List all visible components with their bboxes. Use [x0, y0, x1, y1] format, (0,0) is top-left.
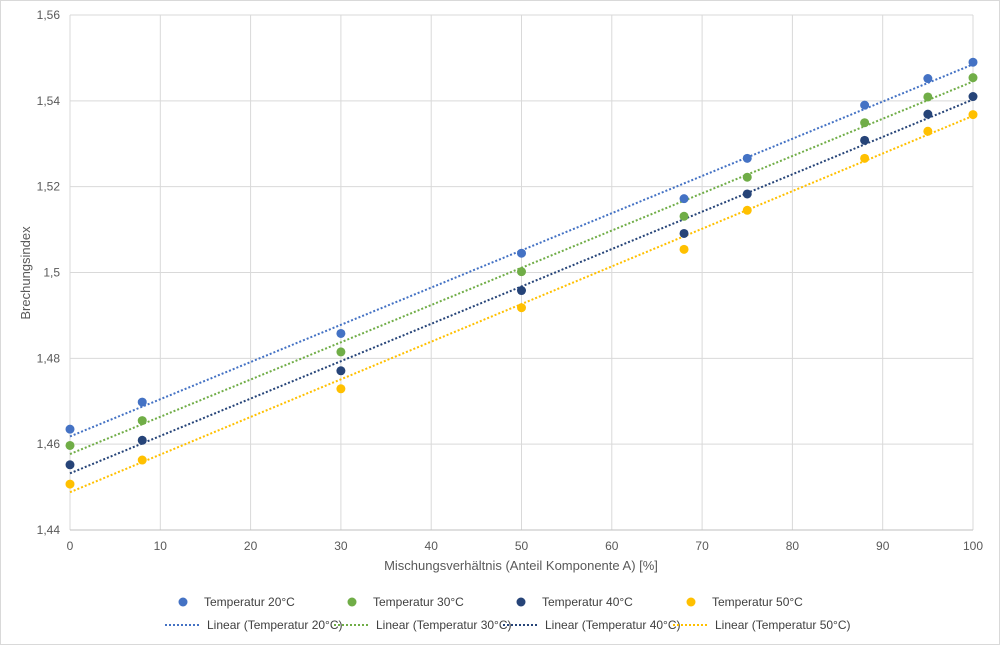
legend-marker: [686, 597, 696, 607]
data-point: [517, 303, 526, 313]
y-tick-label: 1,5: [43, 266, 60, 280]
data-point: [137, 455, 147, 465]
y-tick-label: 1,46: [37, 437, 61, 451]
x-tick-label: 30: [334, 539, 348, 553]
legend-marker: [178, 597, 188, 607]
x-tick-label: 100: [963, 539, 983, 553]
data-point: [968, 57, 978, 67]
data-point: [65, 424, 75, 434]
x-tick-label: 20: [244, 539, 258, 553]
data-point: [923, 109, 933, 119]
x-tick-label: 60: [605, 539, 619, 553]
data-point: [923, 126, 933, 136]
y-axis-ticks: 1,44 1,46 1,48 1,5 1,52 1,54 1,56: [37, 8, 61, 537]
legend-label: Linear (Temperatur 40°C): [545, 618, 681, 632]
data-point: [137, 435, 147, 445]
data-point: [860, 153, 870, 163]
data-point: [923, 74, 933, 84]
x-tick-label: 70: [695, 539, 709, 553]
y-tick-label: 1,56: [37, 8, 61, 22]
data-point: [336, 384, 346, 394]
x-tick-label: 0: [67, 539, 74, 553]
data-point: [679, 244, 689, 254]
legend-label: Linear (Temperatur 20°C): [207, 618, 343, 632]
data-point: [65, 479, 75, 489]
data-point: [968, 92, 978, 102]
x-tick-label: 50: [515, 539, 529, 553]
data-point: [517, 286, 526, 296]
y-tick-label: 1,52: [37, 180, 61, 194]
data-point: [923, 92, 933, 102]
data-point: [336, 328, 346, 338]
y-axis-title: Brechungsindex: [18, 226, 33, 320]
data-point: [679, 211, 689, 221]
data-point: [679, 228, 689, 238]
data-point: [517, 248, 526, 258]
data-point: [860, 135, 870, 145]
data-point: [679, 194, 689, 204]
legend-label: Linear (Temperatur 30°C): [376, 618, 512, 632]
data-point: [517, 267, 526, 277]
data-point: [742, 205, 752, 215]
y-tick-label: 1,54: [37, 94, 61, 108]
legend: Temperatur 20°C Temperatur 30°C Temperatur…: [165, 595, 851, 632]
data-point: [968, 110, 978, 120]
data-point: [65, 460, 75, 470]
data-point: [65, 440, 75, 450]
legend-label: Linear (Temperatur 50°C): [715, 618, 851, 632]
data-point: [742, 172, 752, 182]
data-points: [65, 57, 978, 489]
x-axis-ticks: 0 10 20 30 40 50 60 70 80 90 100: [67, 539, 984, 553]
legend-label: Temperatur 20°C: [204, 595, 295, 609]
legend-label: Temperatur 40°C: [542, 595, 633, 609]
x-axis-title: Mischungsverhältnis (Anteil Komponente A…: [384, 558, 658, 573]
legend-label: Temperatur 50°C: [712, 595, 803, 609]
data-point: [336, 366, 346, 376]
legend-label: Temperatur 30°C: [373, 595, 464, 609]
legend-marker: [347, 597, 357, 607]
x-tick-label: 90: [876, 539, 890, 553]
data-point: [742, 189, 752, 199]
y-tick-label: 1,44: [37, 523, 61, 537]
data-point: [860, 100, 870, 110]
y-tick-label: 1,48: [37, 351, 61, 365]
data-point: [137, 416, 147, 426]
x-tick-label: 80: [786, 539, 800, 553]
x-tick-label: 40: [425, 539, 439, 553]
data-point: [742, 153, 752, 163]
data-point: [336, 347, 346, 357]
data-point: [137, 397, 147, 407]
x-tick-label: 10: [154, 539, 168, 553]
legend-marker: [516, 597, 526, 607]
data-point: [968, 73, 978, 83]
data-point: [860, 118, 870, 128]
